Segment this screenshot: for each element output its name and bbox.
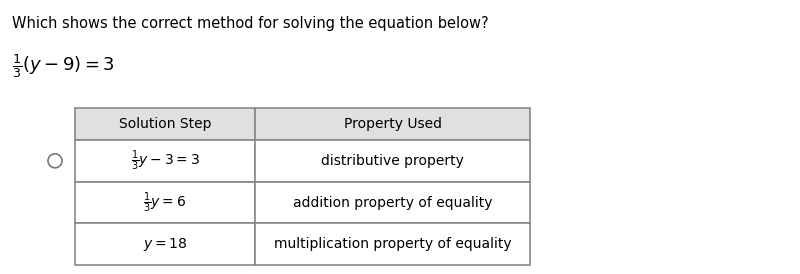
Bar (75, 182, 255, 223)
Bar (75, 108, 255, 140)
Text: distributive property: distributive property (321, 154, 464, 168)
Text: $\frac{1}{3}y-3=3$: $\frac{1}{3}y-3=3$ (130, 149, 199, 173)
Bar (75, 223, 255, 265)
Text: addition property of equality: addition property of equality (293, 196, 492, 210)
Bar (75, 140, 255, 182)
Text: $\frac{1}{3}y=6$: $\frac{1}{3}y=6$ (143, 190, 186, 215)
Bar (255, 108, 530, 140)
Text: Solution Step: Solution Step (118, 117, 211, 131)
Bar (255, 140, 530, 182)
Text: Property Used: Property Used (343, 117, 442, 131)
Bar (255, 182, 530, 223)
Text: Which shows the correct method for solving the equation below?: Which shows the correct method for solvi… (12, 16, 489, 31)
Text: multiplication property of equality: multiplication property of equality (274, 237, 511, 251)
Text: $\frac{1}{3}(y-9)=3$: $\frac{1}{3}(y-9)=3$ (12, 52, 114, 80)
Bar (255, 223, 530, 265)
Text: $y=18$: $y=18$ (143, 236, 187, 253)
